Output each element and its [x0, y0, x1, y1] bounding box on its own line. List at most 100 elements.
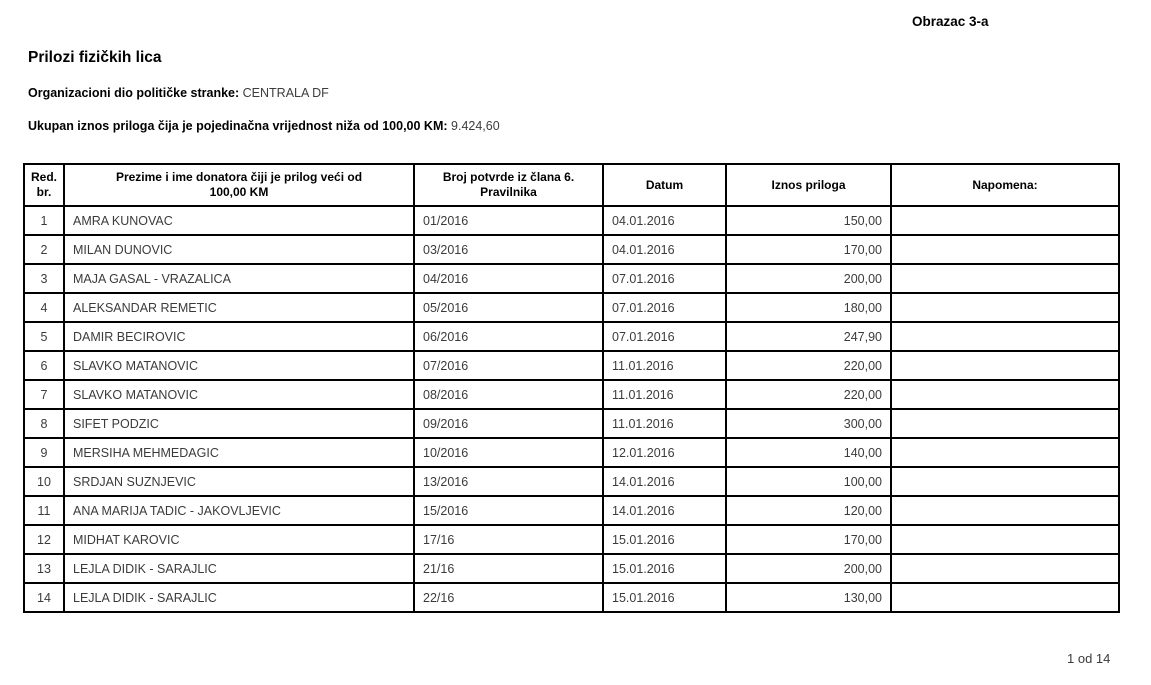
donor-name-cell: DAMIR BECIROVIC: [63, 321, 415, 352]
receipt-number-cell: 08/2016: [413, 379, 604, 410]
row-number-cell: 1: [23, 205, 65, 236]
date-cell: 07.01.2016: [602, 321, 727, 352]
note-cell: [890, 205, 1120, 236]
total-under-100-label: Ukupan iznos priloga čija je pojedinačna…: [28, 119, 448, 133]
receipt-number-cell: 21/16: [413, 553, 604, 584]
table-row: 4 ALEKSANDAR REMETIC 05/2016 07.01.2016 180,…: [23, 292, 1120, 323]
amount-cell: 130,00: [725, 582, 892, 613]
row-number-cell: 5: [23, 321, 65, 352]
amount-cell: 170,00: [725, 524, 892, 555]
org-unit-value: CENTRALA DF: [242, 86, 329, 100]
date-cell: 04.01.2016: [602, 205, 727, 236]
donor-name-cell: LEJLA DIDIK - SARAJLIC: [63, 553, 415, 584]
row-number-cell: 7: [23, 379, 65, 410]
table-row: 1 AMRA KUNOVAC 01/2016 04.01.2016 150,00: [23, 205, 1120, 236]
amount-cell: 170,00: [725, 234, 892, 265]
org-unit-label: Organizacioni dio političke stranke:: [28, 86, 240, 100]
receipt-number-cell: 22/16: [413, 582, 604, 613]
row-number-cell: 4: [23, 292, 65, 323]
row-number-cell: 12: [23, 524, 65, 555]
row-number-cell: 6: [23, 350, 65, 381]
donor-name-cell: MAJA GASAL - VRAZALICA: [63, 263, 415, 294]
amount-cell: 180,00: [725, 292, 892, 323]
date-cell: 15.01.2016: [602, 524, 727, 555]
date-cell: 07.01.2016: [602, 263, 727, 294]
donor-name-cell: AMRA KUNOVAC: [63, 205, 415, 236]
table-row: 3 MAJA GASAL - VRAZALICA 04/2016 07.01.2016…: [23, 263, 1120, 294]
note-cell: [890, 292, 1120, 323]
row-number-cell: 13: [23, 553, 65, 584]
row-number-cell: 14: [23, 582, 65, 613]
table-row: 11 ANA MARIJA TADIC - JAKOVLJEVIC 15/2016 1…: [23, 495, 1120, 526]
receipt-number-cell: 17/16: [413, 524, 604, 555]
col-note: Napomena:: [890, 163, 1120, 207]
row-number-cell: 3: [23, 263, 65, 294]
table-row: 9 MERSIHA MEHMEDAGIC 10/2016 12.01.2016 140,…: [23, 437, 1120, 468]
table-row: 5 DAMIR BECIROVIC 06/2016 07.01.2016 247,90: [23, 321, 1120, 352]
amount-cell: 200,00: [725, 263, 892, 294]
table-row: 6 SLAVKO MATANOVIC 07/2016 11.01.2016 220,00: [23, 350, 1120, 381]
receipt-number-cell: 05/2016: [413, 292, 604, 323]
row-number-cell: 8: [23, 408, 65, 439]
table-row: 13 LEJLA DIDIK - SARAJLIC 21/16 15.01.2016 2…: [23, 553, 1120, 584]
note-cell: [890, 350, 1120, 381]
table-row: 2 MILAN DUNOVIC 03/2016 04.01.2016 170,00: [23, 234, 1120, 265]
date-cell: 14.01.2016: [602, 495, 727, 526]
receipt-number-cell: 13/2016: [413, 466, 604, 497]
date-cell: 11.01.2016: [602, 379, 727, 410]
row-number-cell: 9: [23, 437, 65, 468]
donor-name-cell: SRDJAN SUZNJEVIC: [63, 466, 415, 497]
date-cell: 04.01.2016: [602, 234, 727, 265]
date-cell: 11.01.2016: [602, 350, 727, 381]
amount-cell: 150,00: [725, 205, 892, 236]
note-cell: [890, 466, 1120, 497]
org-unit-line: Organizacioni dio političke stranke: CEN…: [28, 86, 329, 100]
col-donor-name: Prezime i ime donatora čiji je prilog ve…: [63, 163, 415, 207]
receipt-number-cell: 06/2016: [413, 321, 604, 352]
col-red-br: Red. br.: [23, 163, 65, 207]
page-title: Prilozi fizičkih lica: [28, 49, 162, 66]
col-receipt-number: Broj potvrde iz člana 6. Pravilnika: [413, 163, 604, 207]
table-row: 8 SIFET PODZIC 09/2016 11.01.2016 300,00: [23, 408, 1120, 439]
amount-cell: 247,90: [725, 321, 892, 352]
donor-name-cell: SIFET PODZIC: [63, 408, 415, 439]
note-cell: [890, 553, 1120, 584]
amount-cell: 120,00: [725, 495, 892, 526]
col-date: Datum: [602, 163, 727, 207]
donor-name-cell: ALEKSANDAR REMETIC: [63, 292, 415, 323]
note-cell: [890, 234, 1120, 265]
note-cell: [890, 495, 1120, 526]
col-amount: Iznos priloga: [725, 163, 892, 207]
note-cell: [890, 321, 1120, 352]
note-cell: [890, 408, 1120, 439]
receipt-number-cell: 10/2016: [413, 437, 604, 468]
note-cell: [890, 582, 1120, 613]
amount-cell: 140,00: [725, 437, 892, 468]
note-cell: [890, 263, 1120, 294]
amount-cell: 100,00: [725, 466, 892, 497]
donations-table: Red. br. Prezime i ime donatora čiji je p…: [23, 163, 1120, 613]
donor-name-cell: MILAN DUNOVIC: [63, 234, 415, 265]
row-number-cell: 2: [23, 234, 65, 265]
date-cell: 15.01.2016: [602, 582, 727, 613]
table-header-row: Red. br. Prezime i ime donatora čiji je p…: [23, 163, 1120, 207]
receipt-number-cell: 04/2016: [413, 263, 604, 294]
page-indicator: 1 od 14: [1067, 651, 1111, 666]
row-number-cell: 11: [23, 495, 65, 526]
total-under-100-value: 9.424,60: [451, 119, 500, 133]
amount-cell: 220,00: [725, 379, 892, 410]
table-row: 12 MIDHAT KAROVIC 17/16 15.01.2016 170,00: [23, 524, 1120, 555]
amount-cell: 220,00: [725, 350, 892, 381]
form-code-label: Obrazac 3-a: [912, 14, 989, 29]
donor-name-cell: ANA MARIJA TADIC - JAKOVLJEVIC: [63, 495, 415, 526]
note-cell: [890, 437, 1120, 468]
amount-cell: 300,00: [725, 408, 892, 439]
donor-name-cell: LEJLA DIDIK - SARAJLIC: [63, 582, 415, 613]
date-cell: 11.01.2016: [602, 408, 727, 439]
donor-name-cell: MERSIHA MEHMEDAGIC: [63, 437, 415, 468]
amount-cell: 200,00: [725, 553, 892, 584]
table-row: 14 LEJLA DIDIK - SARAJLIC 22/16 15.01.2016 1…: [23, 582, 1120, 613]
total-under-100-line: Ukupan iznos priloga čija je pojedinačna…: [28, 119, 500, 133]
date-cell: 07.01.2016: [602, 292, 727, 323]
receipt-number-cell: 15/2016: [413, 495, 604, 526]
